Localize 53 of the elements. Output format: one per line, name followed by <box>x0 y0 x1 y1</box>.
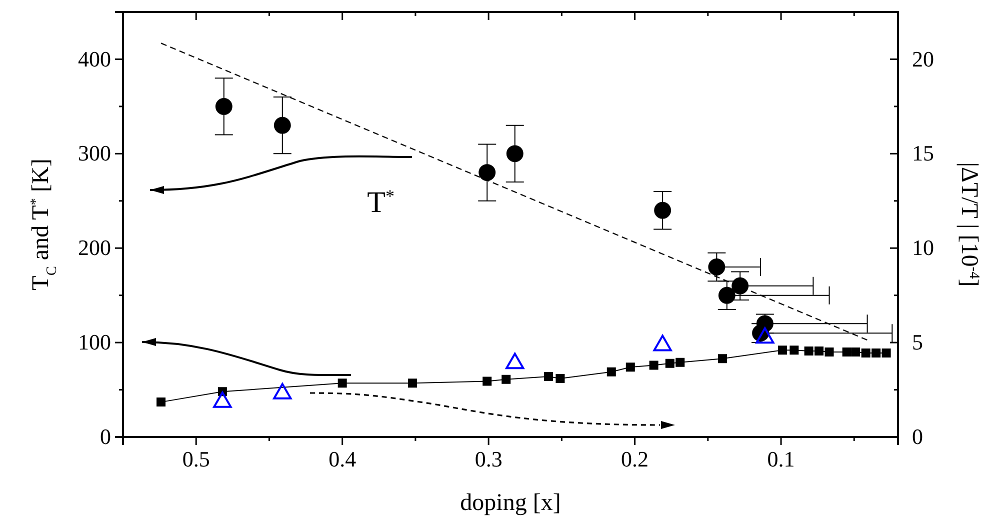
point <box>506 352 524 370</box>
y2-tick-label: 10 <box>912 235 934 260</box>
x-tick-label: 0.3 <box>474 446 502 472</box>
x-tick-label: 0.5 <box>182 446 210 472</box>
point <box>482 376 492 386</box>
point <box>556 374 565 383</box>
point <box>872 348 881 358</box>
point <box>506 145 524 162</box>
x-tick-label: 0.4 <box>328 446 356 472</box>
point <box>804 346 814 356</box>
point <box>649 360 658 370</box>
point <box>156 398 166 407</box>
point <box>824 348 834 356</box>
point <box>408 378 418 388</box>
point <box>676 358 685 367</box>
point <box>502 374 511 384</box>
point <box>544 372 554 382</box>
point <box>665 358 674 368</box>
y-tick-label: 200 <box>78 235 111 260</box>
y-tick-label: 300 <box>78 140 111 166</box>
point <box>273 382 292 400</box>
point <box>718 286 736 304</box>
annotation: T$^{*}$ <box>367 186 394 219</box>
y2-tick-label: 20 <box>912 46 934 72</box>
y2-tick-label: 5 <box>912 330 923 355</box>
point <box>851 348 860 356</box>
x-axis-title: doping [x] <box>460 490 561 516</box>
point <box>790 346 799 355</box>
point <box>215 98 232 115</box>
x-tick-label: 0.1 <box>767 446 795 472</box>
point <box>756 327 774 344</box>
point <box>842 348 852 356</box>
y2-tick-label: 0 <box>912 424 923 450</box>
x-tick-label: 0.2 <box>621 446 649 472</box>
point <box>708 258 726 276</box>
y2-tick-label: 15 <box>912 140 934 166</box>
point <box>478 164 496 182</box>
point <box>882 348 891 358</box>
point <box>653 334 672 352</box>
point <box>654 202 672 219</box>
point <box>861 348 870 358</box>
point <box>732 277 749 294</box>
point <box>338 378 347 388</box>
point <box>274 116 291 134</box>
y-tick-label: 400 <box>78 46 111 72</box>
point <box>606 367 616 376</box>
y-tick-label: 100 <box>78 330 111 355</box>
point <box>626 362 635 372</box>
y-tick-label: 0 <box>100 424 111 450</box>
point <box>778 346 787 355</box>
point <box>814 346 824 356</box>
point <box>718 354 728 364</box>
point <box>213 391 232 408</box>
